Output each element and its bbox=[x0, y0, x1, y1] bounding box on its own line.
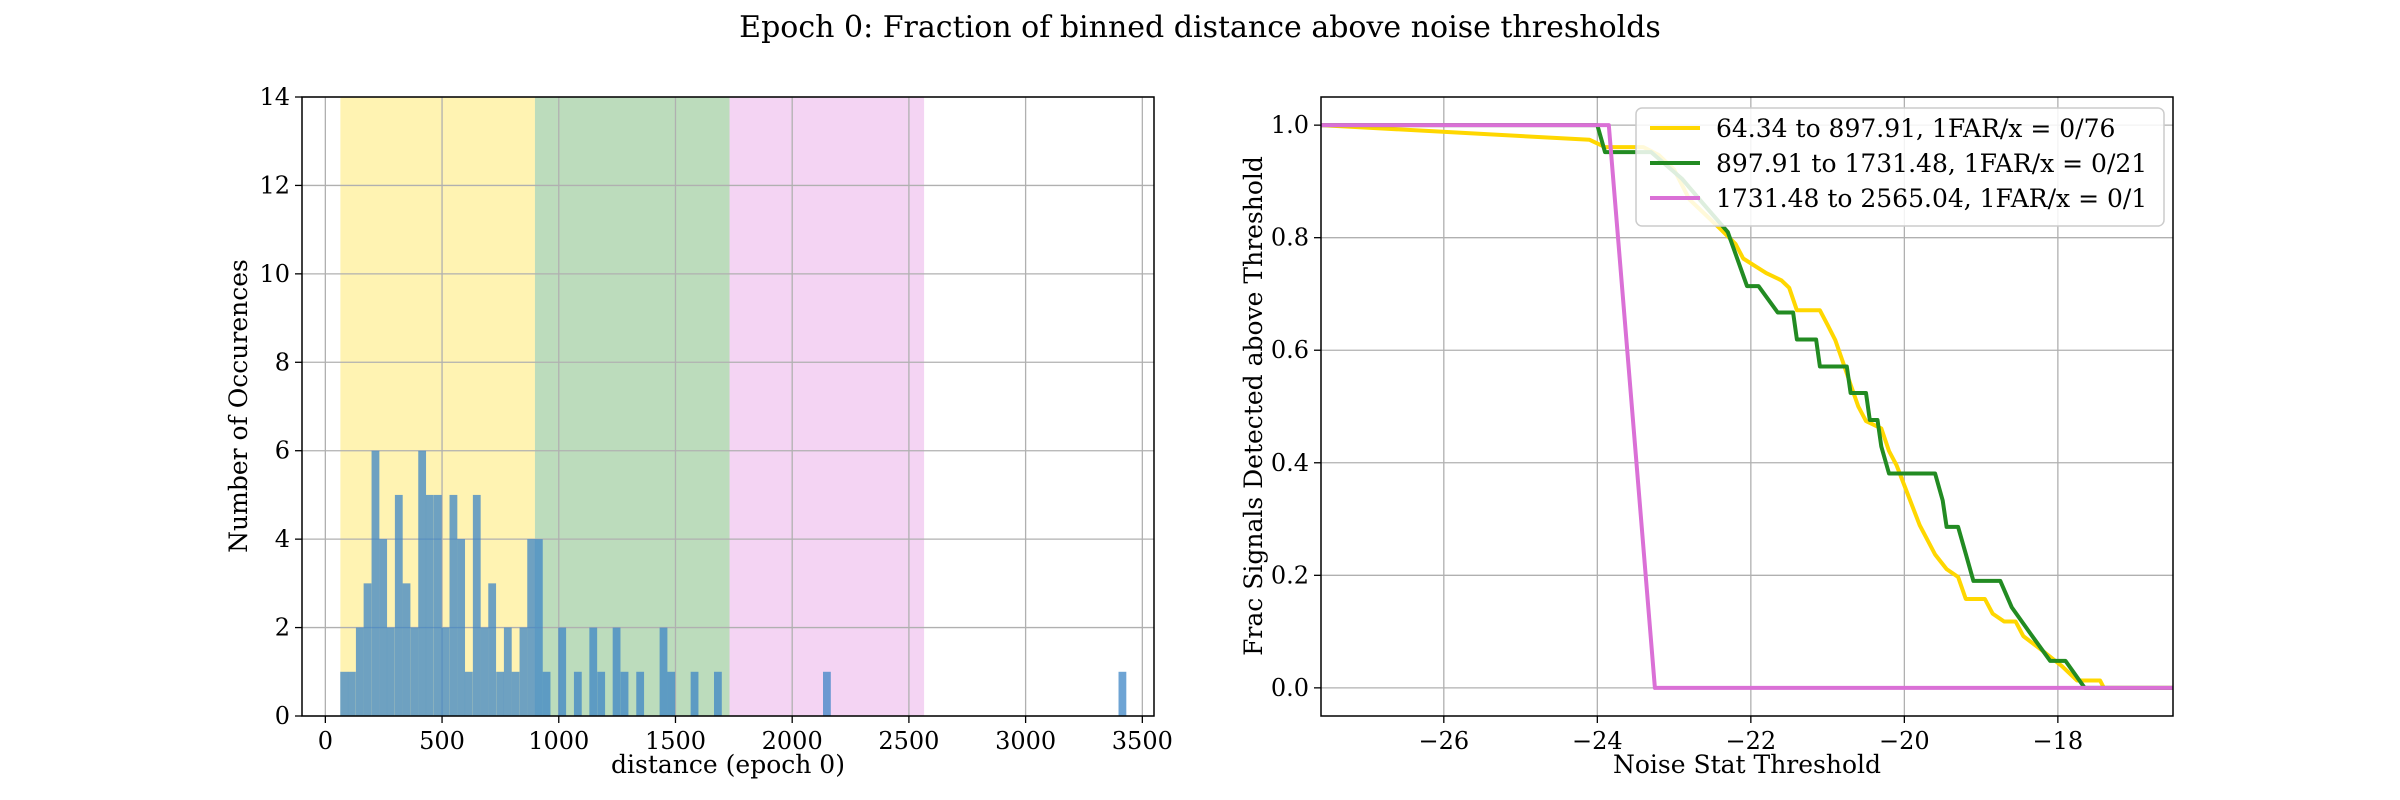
x-axis-label: distance (epoch 0) bbox=[611, 750, 845, 779]
y-tick-label: 4 bbox=[275, 525, 290, 553]
y-tick-label: 0 bbox=[275, 702, 290, 730]
histogram-bar bbox=[519, 627, 528, 716]
x-tick-label: −26 bbox=[1418, 727, 1469, 755]
y-axis-label: Frac Signals Detected above Threshold bbox=[1239, 156, 1268, 656]
y-tick-label: 10 bbox=[259, 260, 290, 288]
histogram-bar bbox=[355, 627, 364, 716]
y-tick-label: 1.0 bbox=[1271, 111, 1309, 139]
histogram-bar bbox=[620, 671, 629, 716]
histogram-bar bbox=[340, 671, 349, 716]
histogram-bar bbox=[371, 450, 380, 716]
histogram-bar bbox=[589, 627, 598, 716]
histogram-bar bbox=[457, 539, 466, 716]
y-ticks: 0.0 0.2 0.4 0.6 0.8 1.0 bbox=[1271, 111, 1321, 702]
series-line-2 bbox=[1321, 123, 2173, 690]
shaded-range-2 bbox=[729, 97, 925, 716]
histogram-bar bbox=[667, 671, 676, 716]
y-tick-label: 0.8 bbox=[1271, 224, 1309, 252]
figure-title: Epoch 0: Fraction of binned distance abo… bbox=[739, 10, 1661, 45]
histogram-bar bbox=[573, 671, 582, 716]
histogram-bar bbox=[823, 671, 831, 716]
line-panel: −26 −24 −22 −20 −18 0.0 0.2 0.4 0.6 0.8 1.0 Noise… bbox=[1239, 96, 2174, 779]
y-tick-label: 2 bbox=[275, 614, 290, 642]
legend-box bbox=[1635, 107, 2165, 227]
histogram-bar bbox=[542, 671, 551, 716]
histogram-bar bbox=[527, 539, 536, 716]
histogram-bar bbox=[1118, 671, 1127, 716]
histogram-bar bbox=[441, 627, 450, 716]
histogram-bar bbox=[558, 627, 567, 716]
x-tick-label: −18 bbox=[2033, 727, 2084, 755]
histogram-bar bbox=[636, 671, 645, 716]
x-axis-label: Noise Stat Threshold bbox=[1613, 750, 1881, 779]
legend-entry: 897.91 to 1731.48, 1FAR/x = 0/21 bbox=[1716, 149, 2147, 178]
histogram-bar bbox=[425, 494, 434, 716]
plot-frame bbox=[1320, 96, 2174, 717]
x-tick-label: −22 bbox=[1726, 727, 1777, 755]
histogram-bar bbox=[690, 671, 699, 716]
histogram-panel: 0 500 1000 1500 2000 2500 3000 3500 0 2 4 6 8 10 12 14… bbox=[224, 83, 1173, 779]
y-tick-label: 14 bbox=[259, 83, 290, 111]
histogram-bar bbox=[597, 671, 606, 716]
histogram-bar bbox=[379, 539, 388, 716]
legend: 64.34 to 897.91, 1FAR/x = 0/76 897.91 to… bbox=[1635, 107, 2165, 227]
histogram-bar bbox=[496, 671, 505, 716]
x-tick-label: 2500 bbox=[878, 727, 939, 755]
shaded-ranges bbox=[340, 97, 925, 716]
y-axis-label: Number of Occurences bbox=[224, 259, 253, 553]
histogram-bar bbox=[410, 627, 419, 716]
histogram-bar bbox=[347, 671, 356, 716]
x-ticks: −26 −24 −22 −20 −18 bbox=[1418, 716, 2083, 755]
shaded-range-1 bbox=[534, 97, 730, 716]
histogram-bar bbox=[488, 583, 497, 716]
x-tick-label: 500 bbox=[419, 727, 465, 755]
x-tick-label: 0 bbox=[318, 727, 333, 755]
x-tick-label: 1000 bbox=[528, 727, 589, 755]
histogram-bar bbox=[511, 671, 520, 716]
y-tick-label: 0.6 bbox=[1271, 336, 1309, 364]
histogram-bar bbox=[472, 494, 481, 716]
y-tick-label: 0.4 bbox=[1271, 449, 1309, 477]
y-tick-label: 6 bbox=[275, 437, 290, 465]
histogram-bar bbox=[503, 627, 512, 716]
histogram-bar bbox=[402, 583, 411, 716]
histogram-bar bbox=[480, 627, 489, 716]
histogram-bar bbox=[534, 539, 543, 716]
x-tick-label: 2000 bbox=[762, 727, 823, 755]
x-tick-label: 3000 bbox=[995, 727, 1056, 755]
histogram-bar bbox=[363, 583, 372, 716]
histogram-bar bbox=[394, 494, 403, 716]
plot-frame bbox=[301, 96, 1155, 717]
histogram-bar bbox=[449, 494, 458, 716]
y-tick-label: 0.0 bbox=[1271, 674, 1309, 702]
x-ticks: 0 500 1000 1500 2000 2500 3000 3500 bbox=[318, 716, 1173, 755]
x-tick-label: −24 bbox=[1572, 727, 1623, 755]
legend-entry: 1731.48 to 2565.04, 1FAR/x = 0/1 bbox=[1716, 184, 2147, 213]
histogram-bar bbox=[713, 671, 722, 716]
x-tick-label: 1500 bbox=[645, 727, 706, 755]
histogram-bar bbox=[418, 450, 427, 716]
histogram-bar bbox=[659, 627, 668, 716]
histogram-bar bbox=[464, 671, 473, 716]
histogram-bars bbox=[340, 450, 1127, 716]
y-ticks: 0 2 4 6 8 10 12 14 bbox=[259, 83, 302, 730]
y-tick-label: 0.2 bbox=[1271, 561, 1309, 589]
x-tick-label: 3500 bbox=[1112, 727, 1173, 755]
histogram-bar bbox=[612, 627, 621, 716]
histogram-bar bbox=[433, 494, 442, 716]
histogram-bar bbox=[386, 627, 395, 716]
y-tick-label: 8 bbox=[275, 348, 290, 376]
y-tick-label: 12 bbox=[259, 171, 290, 199]
legend-entry: 64.34 to 897.91, 1FAR/x = 0/76 bbox=[1716, 114, 2115, 143]
x-tick-label: −20 bbox=[1879, 727, 1930, 755]
